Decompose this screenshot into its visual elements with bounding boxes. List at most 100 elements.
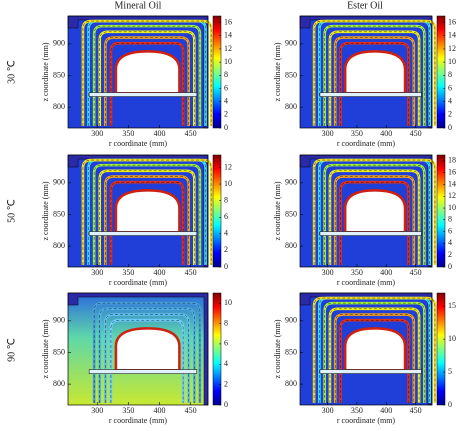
- y-tick-label: 800: [53, 241, 65, 250]
- colorbar-tick-label: 4: [224, 229, 228, 238]
- colorbar-tick-label: 15: [448, 301, 456, 310]
- x-tick-label: 350: [351, 129, 363, 138]
- electrode: [114, 189, 181, 234]
- colorbar-tick-label: 0: [224, 123, 228, 132]
- colorbar-tick-label: 6: [224, 83, 228, 92]
- x-axis-label: r coordinate (mm): [337, 139, 396, 148]
- barrier-edge: [82, 159, 212, 265]
- electrode-bar: [88, 92, 198, 97]
- x-axis-label: r coordinate (mm): [337, 278, 396, 287]
- colorbar-tick-label: 10: [448, 57, 456, 66]
- x-tick-label: 450: [185, 406, 197, 415]
- colorbar-tick-label: 18: [448, 156, 456, 165]
- electrode: [114, 327, 181, 372]
- y-tick-label: 850: [285, 70, 297, 79]
- colorbar-tick-label: 8: [224, 195, 228, 204]
- x-tick-label: 350: [122, 406, 134, 415]
- colorbar-tick-label: 0: [448, 400, 452, 409]
- colorbar: [212, 154, 222, 268]
- x-axis-label: r coordinate (mm): [109, 139, 168, 148]
- y-axis-label: z coordinate (mm): [273, 42, 282, 101]
- x-tick-label: 400: [380, 406, 392, 415]
- colorbar-tick-label: 10: [224, 298, 232, 307]
- column-title: Ester Oil: [347, 0, 383, 11]
- field-plot: [299, 15, 437, 129]
- colorbar: [212, 292, 222, 406]
- y-tick-label: 900: [53, 39, 65, 48]
- x-tick-label: 350: [351, 406, 363, 415]
- colorbar-tick-label: 0: [224, 262, 228, 271]
- barrier-edge: [340, 320, 409, 403]
- field-plot: [299, 154, 437, 268]
- colorbar-tick-label: 10: [224, 179, 232, 188]
- row-label: 90 ℃: [6, 338, 17, 362]
- plot-frame: [299, 154, 433, 268]
- y-tick-label: 850: [285, 347, 297, 356]
- barrier-edge: [105, 314, 189, 403]
- barrier-edge: [335, 37, 415, 126]
- electrode: [343, 189, 407, 234]
- y-tick-label: 850: [53, 209, 65, 218]
- x-tick-label: 450: [410, 129, 422, 138]
- colorbar-tick-label: 6: [224, 339, 228, 348]
- x-tick-label: 300: [322, 406, 334, 415]
- colorbar-tick-label: 4: [448, 238, 452, 247]
- barrier-edge: [324, 25, 425, 126]
- colorbar-tick-label: 8: [448, 215, 452, 224]
- column-title: Mineral Oil: [115, 0, 162, 11]
- y-tick-label: 900: [285, 316, 297, 325]
- colorbar-tick-label: 12: [224, 44, 232, 53]
- colorbar-tick-label: 16: [224, 17, 232, 26]
- colorbar-tick-label: 4: [448, 96, 452, 105]
- barrier-edge: [110, 320, 184, 403]
- barrier-edge: [99, 170, 195, 265]
- colorbar-tick-label: 2: [224, 245, 228, 254]
- y-axis-label: z coordinate (mm): [41, 181, 50, 240]
- x-tick-label: 300: [91, 268, 103, 277]
- barrier-edge: [313, 159, 436, 265]
- y-axis-label: z coordinate (mm): [41, 319, 50, 378]
- electrode-bar: [88, 231, 198, 236]
- plot-frame: [67, 15, 209, 129]
- colorbar-tick-label: 0: [224, 400, 228, 409]
- row-label: 50 ℃: [6, 199, 17, 223]
- plot-frame: [299, 15, 433, 129]
- x-tick-label: 450: [410, 268, 422, 277]
- barrier-edge: [335, 176, 415, 265]
- colorbar-tick-label: 10: [448, 203, 456, 212]
- colorbar-tick-label: 12: [448, 191, 456, 200]
- barrier-edge: [110, 43, 184, 126]
- x-tick-label: 300: [322, 129, 334, 138]
- x-tick-label: 300: [91, 129, 103, 138]
- electrode: [343, 327, 407, 372]
- colorbar-tick-label: 8: [224, 318, 228, 327]
- barrier-edge: [329, 31, 420, 126]
- barrier-edge: [340, 43, 409, 126]
- y-tick-label: 800: [53, 102, 65, 111]
- barrier-edge: [105, 37, 189, 126]
- x-tick-label: 450: [185, 129, 197, 138]
- electrode-bar: [319, 369, 422, 374]
- colorbar-tick-label: 12: [224, 162, 232, 171]
- colorbar-tick-label: 0: [448, 262, 452, 271]
- y-tick-label: 900: [53, 316, 65, 325]
- colorbar-tick-label: 8: [448, 70, 452, 79]
- x-axis-label: r coordinate (mm): [337, 416, 396, 425]
- y-tick-label: 800: [53, 379, 65, 388]
- y-tick-label: 800: [285, 102, 297, 111]
- x-tick-label: 450: [185, 268, 197, 277]
- x-tick-label: 350: [122, 129, 134, 138]
- x-tick-label: 400: [380, 129, 392, 138]
- colorbar-tick-label: 2: [448, 110, 452, 119]
- colorbar-tick-label: 10: [448, 334, 456, 343]
- barrier-edge: [99, 308, 195, 403]
- x-tick-label: 400: [153, 406, 165, 415]
- x-tick-label: 400: [380, 268, 392, 277]
- y-tick-label: 800: [285, 241, 297, 250]
- colorbar-tick-label: 2: [224, 110, 228, 119]
- barrier-edge: [329, 170, 420, 265]
- colorbar: [436, 15, 446, 129]
- barrier: [92, 301, 202, 403]
- electrode-bar: [319, 92, 422, 97]
